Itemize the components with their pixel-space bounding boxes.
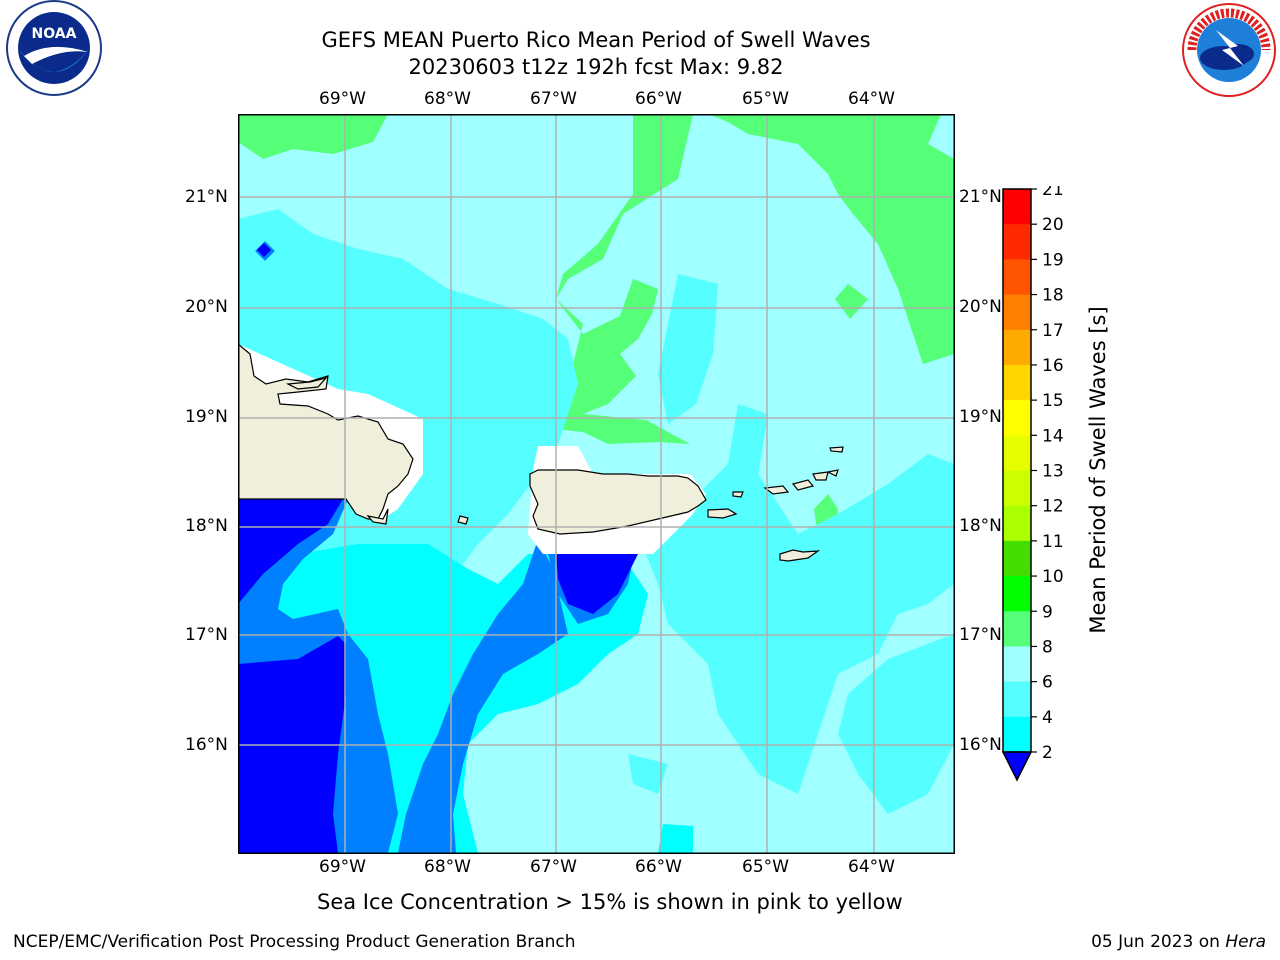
colorbar-tick-label: 16	[1042, 356, 1064, 376]
colorbar-tick-label: 18	[1042, 286, 1064, 306]
lat-label-right: 19°N	[959, 407, 1002, 427]
colorbar-extend-arrow	[1001, 751, 1033, 782]
puerto-rico-land	[529, 469, 707, 535]
colorbar-cell	[1003, 259, 1031, 296]
lat-label-right: 20°N	[959, 297, 1002, 317]
colorbar-cell	[1003, 611, 1031, 647]
map-plot	[238, 114, 955, 854]
lon-label-top: 67°W	[530, 89, 577, 109]
lat-label-right: 21°N	[959, 187, 1002, 207]
footer-date-text: 05 Jun 2023 on	[1091, 932, 1226, 952]
colorbar-cell	[1003, 716, 1031, 753]
st-croix-island	[779, 549, 821, 562]
lon-label-top: 65°W	[742, 89, 789, 109]
colorbar-tick-label: 15	[1042, 391, 1064, 411]
lat-label-right: 18°N	[959, 516, 1002, 536]
lat-label-left: 19°N	[185, 407, 228, 427]
lon-label-bottom: 69°W	[319, 857, 366, 877]
colorbar-cell	[1003, 364, 1031, 401]
lon-label-bottom: 68°W	[424, 857, 471, 877]
colorbar-cell	[1003, 646, 1031, 683]
lon-label-bottom: 64°W	[848, 857, 895, 877]
colorbar-tick-label: 10	[1042, 567, 1064, 587]
mona-island	[457, 515, 469, 525]
footer-date: 05 Jun 2023 on Hera	[1091, 932, 1266, 952]
colorbar-cell	[1003, 540, 1031, 577]
band-9-10-nw	[238, 114, 388, 159]
colorbar-tick-label: 14	[1042, 426, 1064, 446]
colorbar-cell	[1003, 189, 1031, 225]
colorbar-tick-label: 17	[1042, 321, 1064, 341]
gridlines	[238, 114, 954, 853]
virgin-islands	[732, 446, 844, 498]
band-0-2-south-pr	[556, 554, 638, 614]
footer-host: Hera	[1225, 932, 1266, 952]
colorbar-tick-label: 11	[1042, 532, 1064, 552]
lon-label-top: 64°W	[848, 89, 895, 109]
band-9-10-north-central	[556, 114, 693, 444]
colorbar-cell	[1003, 505, 1031, 542]
colorbar-cell	[1003, 681, 1031, 718]
colorbar-cells	[1003, 189, 1031, 753]
colorbar-tick-label: 12	[1042, 497, 1064, 517]
lat-label-right: 16°N	[959, 735, 1002, 755]
footer-branch: NCEP/EMC/Verification Post Processing Pr…	[13, 932, 576, 952]
colorbar-cell	[1003, 470, 1031, 507]
band-2-4-central	[398, 539, 568, 853]
lon-label-top: 66°W	[635, 89, 682, 109]
vieques-island	[707, 508, 738, 519]
colorbar-tick-label: 13	[1042, 462, 1064, 482]
swell-period-contours	[238, 114, 954, 853]
lat-label-left: 18°N	[185, 516, 228, 536]
band-6-8-east	[638, 404, 954, 794]
noaa-logo-text: NOAA	[32, 26, 77, 42]
nws-logo	[1182, 3, 1276, 97]
colorbar-cell	[1003, 435, 1031, 471]
lat-label-left: 16°N	[185, 735, 228, 755]
colorbar: 21 20 19 18 17 16 15 14 13 12 11 10 9 8 6 4 2	[1001, 186, 1064, 782]
band-0-2-nw	[238, 499, 343, 604]
colorbar-label: Mean Period of Swell Waves [s]	[1086, 306, 1110, 634]
colorbar-cell	[1003, 224, 1031, 260]
noaa-logo: NOAA	[6, 0, 102, 96]
lon-label-top: 68°W	[424, 89, 471, 109]
map-frame	[238, 114, 955, 854]
colorbar-tick-label: 9	[1042, 602, 1053, 622]
lat-label-left: 17°N	[185, 625, 228, 645]
band-9-10-patch	[835, 284, 868, 319]
colorbar-tick-label: 8	[1042, 637, 1053, 657]
band-6-8-central	[658, 274, 718, 424]
colorbar-tick-label: 4	[1042, 708, 1053, 728]
lon-label-bottom: 67°W	[530, 857, 577, 877]
lon-label-bottom: 66°W	[635, 857, 682, 877]
lat-label-left: 21°N	[185, 187, 228, 207]
colorbar-tick-label: 21	[1042, 186, 1064, 200]
band-6-8-se	[838, 634, 954, 814]
title-line-1: GEFS MEAN Puerto Rico Mean Period of Swe…	[321, 28, 871, 52]
colorbar-cell	[1003, 294, 1031, 331]
colorbar-tick-label: 19	[1042, 250, 1064, 270]
colorbar-ticks: 21 20 19 18 17 16 15 14 13 12 11 10 9 8 6 4 2	[1031, 186, 1064, 763]
colorbar-tick-label: 6	[1042, 673, 1053, 693]
colorbar-tick-label: 20	[1042, 215, 1064, 235]
colorbar-cell	[1003, 329, 1031, 366]
colorbar-cell	[1003, 400, 1031, 436]
colorbar-tick-label: 2	[1042, 743, 1053, 763]
lon-label-bottom: 65°W	[742, 857, 789, 877]
band-9-10-ne	[708, 114, 954, 364]
lat-label-left: 20°N	[185, 297, 228, 317]
lat-label-right: 17°N	[959, 625, 1002, 645]
lon-label-top: 69°W	[319, 89, 366, 109]
colorbar-cell	[1003, 576, 1031, 612]
title-line-2: 20230603 t12z 192h fcst Max: 9.82	[408, 55, 784, 79]
sea-ice-note: Sea Ice Concentration > 15% is shown in …	[317, 890, 903, 914]
